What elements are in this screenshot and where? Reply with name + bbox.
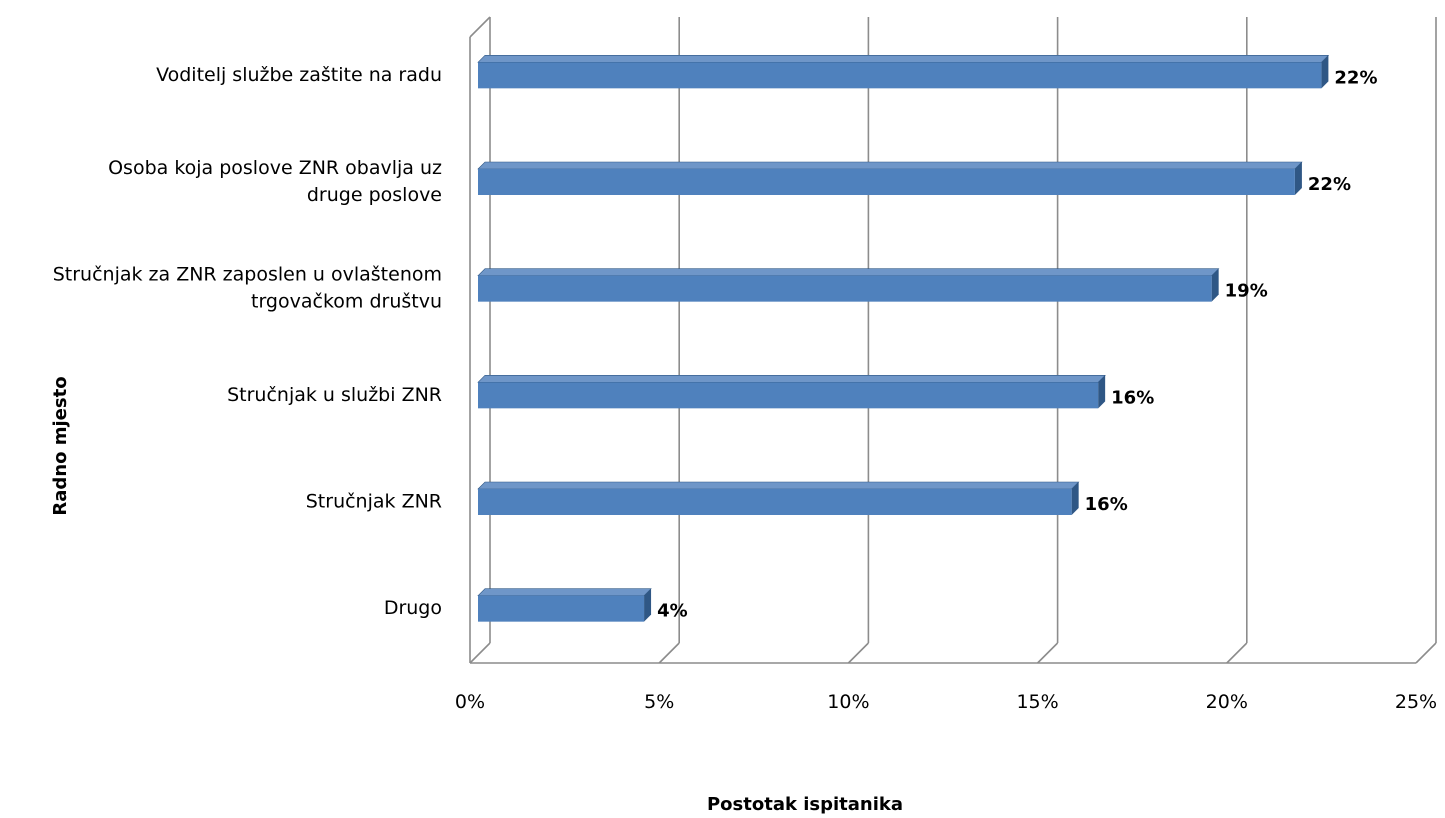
left-wall-top-edge: [469, 16, 491, 38]
category-label: Drugo: [384, 597, 442, 619]
x-tick-label: 25%: [1395, 691, 1437, 713]
x-axis-title: Postotak ispitanika: [707, 794, 903, 815]
grid-layer: [469, 16, 1437, 664]
bar: [478, 275, 1212, 302]
category-label-line: Stručnjak ZNR: [306, 491, 442, 513]
category-label: Osoba koja poslove ZNR obavlja uz druge p…: [108, 157, 442, 206]
bar: [478, 489, 1072, 515]
bar-side-face: [1321, 55, 1329, 89]
bar: [478, 382, 1099, 409]
bar-top-face: [477, 588, 652, 596]
data-label: 16%: [1111, 387, 1154, 408]
bar-side-face: [1098, 375, 1106, 409]
bar-side-face: [1071, 482, 1079, 515]
bar: [478, 62, 1322, 89]
category-label: Voditelj službe zaštite na radu: [156, 64, 442, 86]
data-label: 19%: [1225, 281, 1268, 302]
bar: [478, 169, 1295, 195]
category-label: Stručnjak u službi ZNR: [227, 384, 442, 406]
category-label-line: Stručnjak u službi ZNR: [227, 384, 442, 406]
bar-top-face: [477, 268, 1220, 276]
bar-side-face: [1211, 268, 1219, 302]
x-tick-label: 5%: [644, 691, 674, 713]
x-tick-labels: 0% 5% 10% 15% 20% 25%: [455, 691, 1437, 713]
data-label: 22%: [1334, 67, 1377, 88]
bar-layer: [477, 55, 1330, 622]
category-label-line: Drugo: [384, 597, 442, 619]
bar-top-face: [477, 55, 1330, 63]
category-label-line: Stručnjak za ZNR zaposlen u ovlaštenom: [53, 264, 442, 286]
category-label-line: trgovačkom društvu: [251, 291, 442, 313]
bar-top-face: [477, 161, 1303, 170]
data-label: 22%: [1308, 174, 1351, 195]
floor-gridline: [658, 642, 680, 664]
floor-gridline: [847, 642, 869, 664]
category-labels: Voditelj službe zaštite na radu Osoba koj…: [53, 64, 442, 619]
floor-gridline: [469, 642, 491, 664]
category-label-line: Voditelj službe zaštite na radu: [156, 64, 442, 86]
bar-side-face: [1294, 162, 1302, 195]
x-tick-label: 0%: [455, 691, 485, 713]
x-tick-label: 20%: [1206, 691, 1248, 713]
bar-top-face: [477, 375, 1106, 383]
y-axis-title: Radno mjesto: [50, 376, 71, 515]
category-label: Stručnjak ZNR: [306, 491, 442, 513]
bar: [478, 595, 645, 622]
data-label: 16%: [1085, 494, 1128, 515]
x-tick-label: 15%: [1016, 691, 1058, 713]
category-label-line: Osoba koja poslove ZNR obavlja uz: [108, 157, 442, 179]
floor-gridline: [1226, 642, 1248, 664]
category-label-line: druge poslove: [307, 184, 442, 206]
data-label: 4%: [657, 601, 688, 622]
bar-side-face: [644, 588, 652, 622]
x-tick-label: 10%: [827, 691, 869, 713]
bar-top-face: [477, 481, 1080, 490]
category-label: Stručnjak za ZNR zaposlen u ovlaštenom tr…: [53, 264, 442, 313]
data-labels: 22% 22% 19% 16% 16% 4%: [657, 67, 1377, 621]
floor-gridline: [1415, 642, 1437, 664]
floor-gridline: [1037, 642, 1059, 664]
